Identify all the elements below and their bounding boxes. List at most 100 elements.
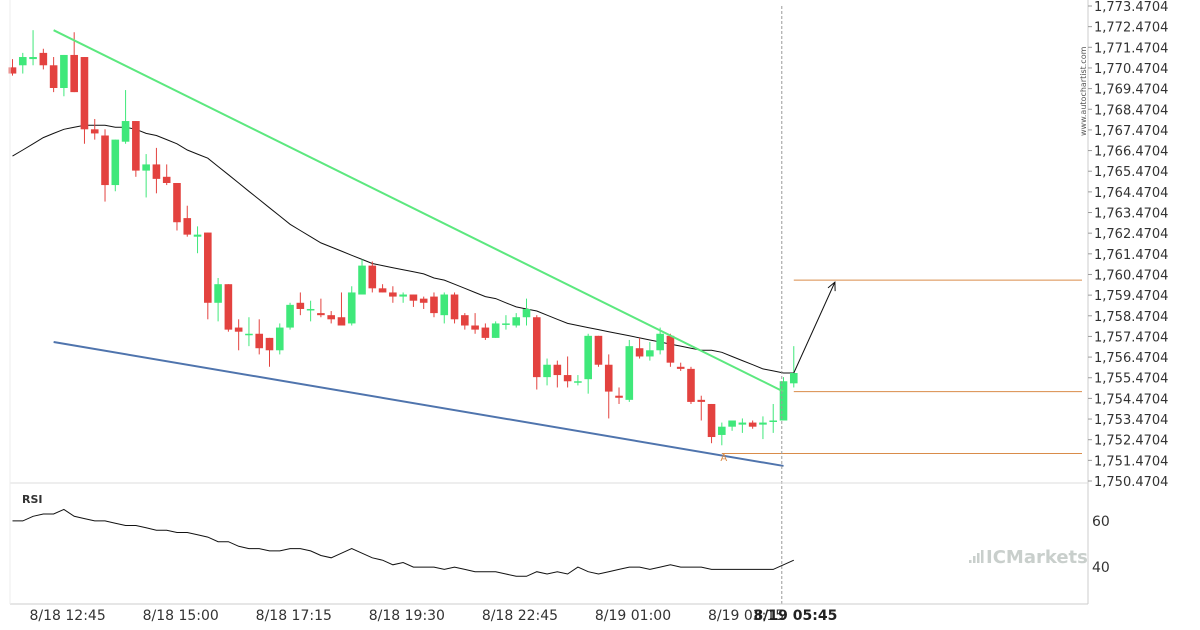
candle-body [204,232,212,303]
candle-body [214,284,222,303]
candle-body [70,54,78,93]
candle-body [399,294,407,297]
candle-body [255,333,264,349]
candle-body [430,296,438,314]
candle [234,319,243,351]
resistance-trendline [53,29,784,393]
candle-body [80,57,89,130]
candle-body [687,368,695,402]
candle [563,356,572,388]
y-tick-label: 1,764.4704 [1094,186,1168,201]
candle-body [173,182,181,223]
price-plot: A [8,29,1082,467]
y-tick-label: 1,756.4704 [1094,351,1168,366]
candle [162,164,171,186]
y-tick-label: 1,762.4704 [1094,227,1168,242]
candle [90,118,99,140]
watermark-autochartist: www.autochartist.com [1079,46,1088,136]
candle-body [39,52,48,66]
candle [389,286,397,303]
candle [173,182,181,231]
candle [646,342,654,361]
candle-body [90,129,99,134]
candle-body [584,335,592,380]
candle-body [49,65,58,88]
x-tick-label: 8/18 15:00 [143,608,219,624]
candle-body [553,364,562,376]
x-tick-label: 8/18 19:30 [369,608,445,624]
candle [317,298,325,318]
candle [522,298,531,326]
rsi-tick-label: 40 [1092,560,1110,576]
rsi-panel: RSI 60 40 [12,493,1110,577]
candle-body [502,323,510,325]
candle [60,54,68,97]
support-trendline [53,341,784,467]
y-tick-label: 1,768.4704 [1094,103,1168,118]
candle [450,292,459,324]
candle [532,315,541,390]
candle [779,377,788,421]
candle-body [8,67,17,74]
candle [574,375,582,386]
candle [553,360,562,388]
candle-body [317,313,325,316]
candle [789,346,798,388]
candle-body [368,265,377,289]
candle-body [224,284,233,330]
y-tick-label: 1,769.4704 [1094,83,1168,98]
candle-body [532,317,541,378]
candle-body [440,294,449,316]
x-tick-label: 8/19 01:00 [595,608,671,624]
candle [29,30,37,66]
candle-body [728,420,736,427]
candle-body [738,422,747,425]
candle [49,57,58,93]
candle-body [60,54,68,88]
candle-body [676,366,685,369]
rsi-line [12,508,795,577]
candle [204,232,212,320]
y-tick-label: 1,760.4704 [1094,268,1168,283]
candle [8,59,17,76]
candle-body [419,298,428,303]
candle-body [646,350,654,357]
candle-body [718,426,726,435]
candle-body [594,335,603,365]
candle-body [697,399,706,402]
candle [440,292,449,324]
candle [759,416,767,440]
candle [409,294,418,307]
candle-body [29,57,37,60]
candle [738,418,747,433]
candle [604,354,613,419]
y-tick-label: 1,757.4704 [1094,330,1168,345]
candle-body [162,176,171,183]
y-tick-label: 1,763.4704 [1094,207,1168,222]
candle-body [245,333,253,336]
y-tick-label: 1,752.4704 [1094,434,1168,449]
y-tick-label: 1,753.4704 [1094,413,1168,428]
candle [419,296,428,309]
candle [502,315,510,330]
y-tick-label: 1,766.4704 [1094,145,1168,160]
candle-body [471,325,479,330]
candle-body [296,302,305,309]
candle-body [635,348,644,357]
candle [132,121,140,177]
y-axis-labels: 1,773.4704 1,772.4704 1,771.4704 1,770.4704… [1087,0,1168,604]
candle [399,292,407,303]
candle-body [543,364,551,378]
candle [707,403,716,444]
candle [625,339,634,402]
y-tick-label: 1,755.4704 [1094,372,1168,387]
candle [39,48,48,70]
candle [615,387,623,404]
candle [337,292,346,326]
y-tick-label: 1,773.4704 [1094,0,1168,15]
candle-body [789,372,798,384]
candle-body [265,337,274,351]
y-tick-label: 1,754.4704 [1094,392,1168,407]
candle-body [275,327,284,351]
candle-body [512,317,521,326]
